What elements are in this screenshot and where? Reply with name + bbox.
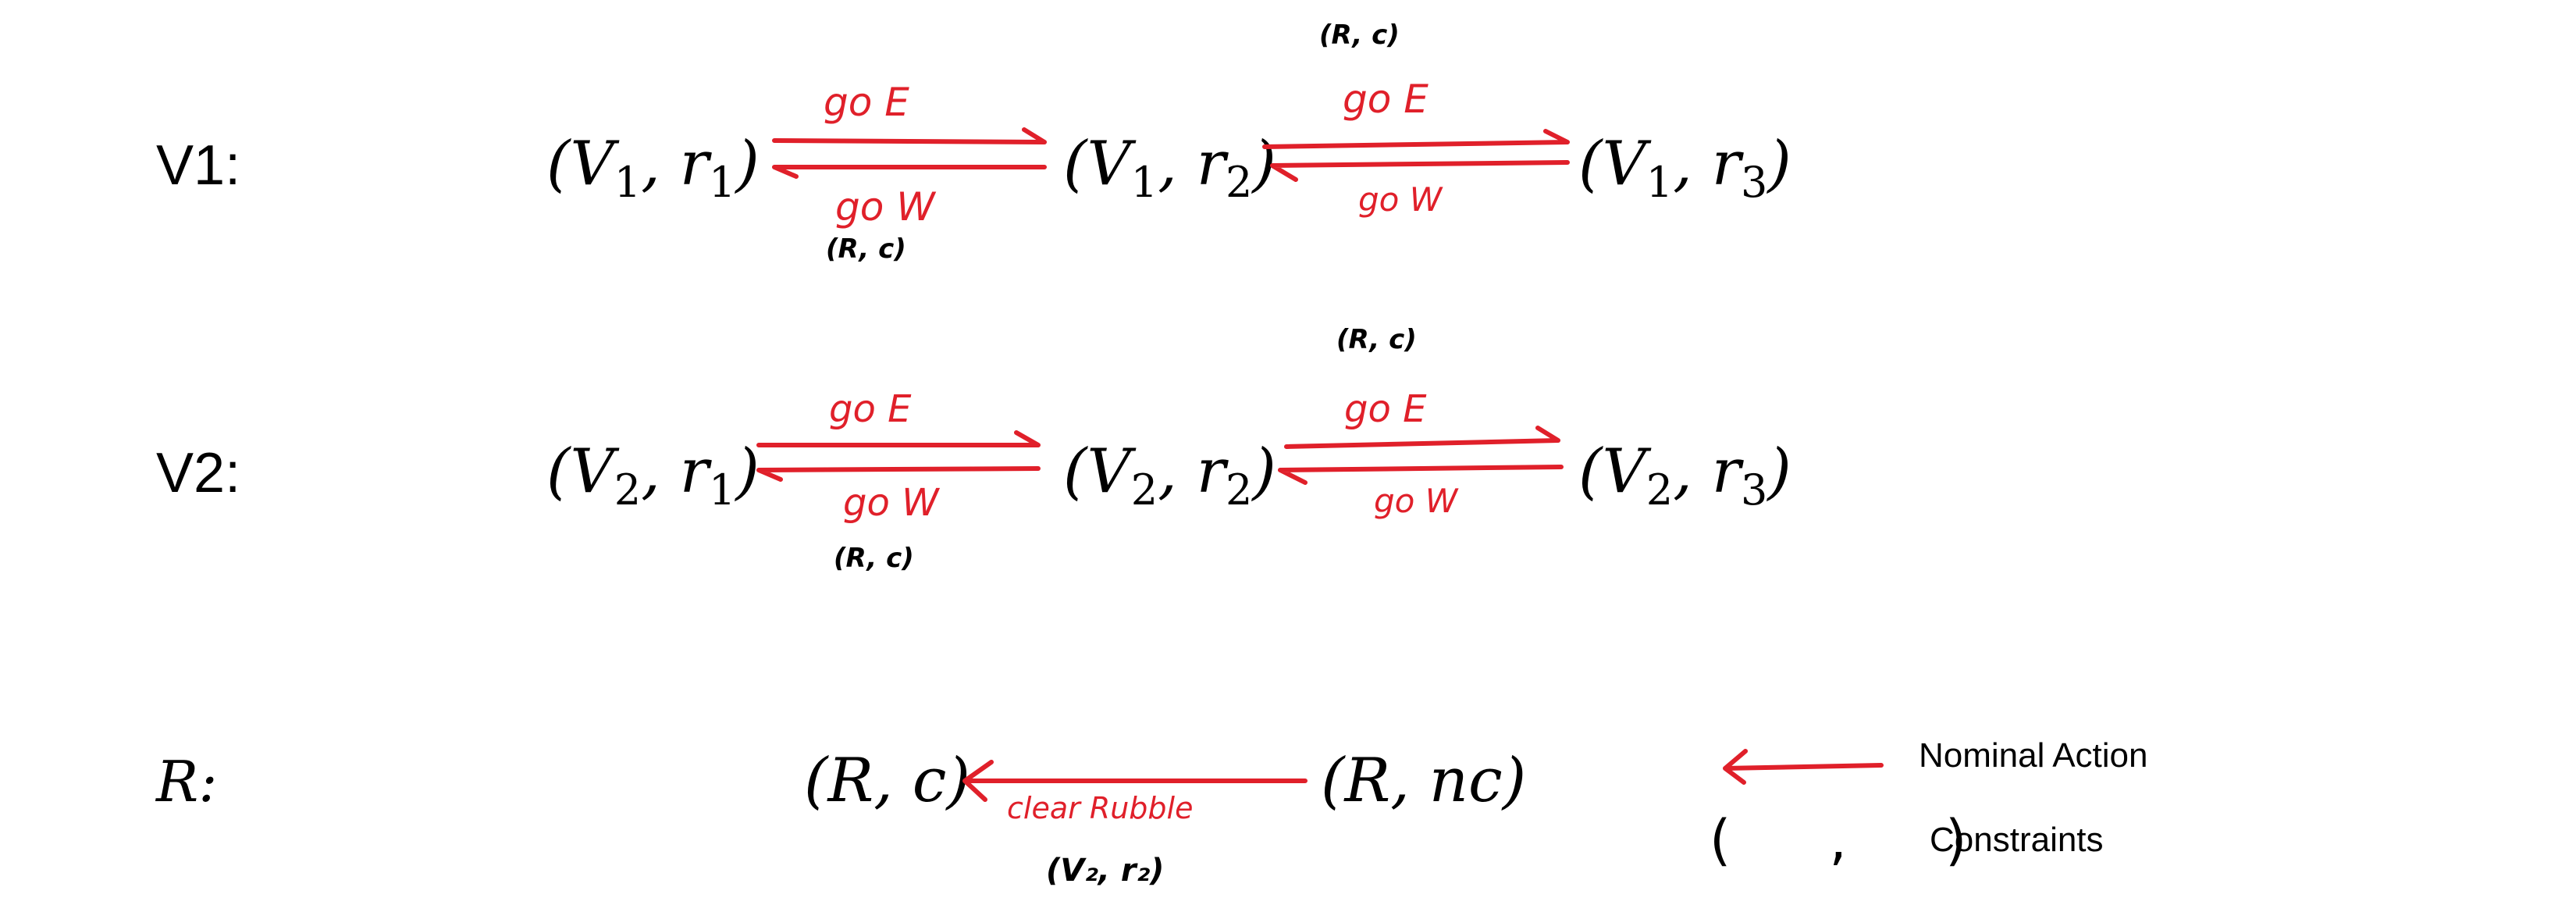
label-go-west: go W <box>835 184 936 230</box>
legend: Nominal Action ( , ) Constraints <box>1710 736 2147 872</box>
arrow-go-east <box>1262 129 1570 149</box>
legend-item-nominal-action: Nominal Action <box>1723 736 2147 785</box>
constraint-label: (R, c) <box>1319 20 1400 51</box>
legend-item-constraints: ( , ) Constraints <box>1710 808 2104 872</box>
state-v1-r3: (V1, r3) <box>1578 129 1791 207</box>
arrow-clear-rubble <box>962 760 1308 802</box>
label-go-west: go W <box>1374 482 1459 520</box>
state-v1-r2: (V1, r2) <box>1063 129 1276 207</box>
arrow-go-east <box>772 127 1047 144</box>
transition-v2-1: go E go W (R, c) <box>756 387 1041 574</box>
state-r-nc: (R, nc) <box>1321 746 1526 816</box>
row-r: R: (R, c) (R, nc) clear Rubble (V₂, r₂) <box>155 746 1526 889</box>
constraint-label: (R, c) <box>826 233 906 265</box>
label-go-east: go E <box>829 387 912 431</box>
legend-label: Constraints <box>1930 821 2104 859</box>
state-v2-r1: (V2, r1) <box>546 436 760 515</box>
state-v2-r2: (V2, r2) <box>1063 436 1276 515</box>
row-v2: V2: (V2, r1) (V2, r2) (V2, r3) go E go W… <box>156 324 1791 574</box>
state-r-c: (R, c) <box>804 746 970 816</box>
red-arrow-icon <box>1723 749 1884 785</box>
transition-v1-2: go E go W (R, c) <box>1262 20 1570 219</box>
label-go-west: go W <box>843 481 940 525</box>
arrow-go-west <box>1270 160 1570 182</box>
arrow-go-east <box>1284 426 1560 449</box>
label-go-west: go W <box>1358 180 1443 219</box>
legend-label: Nominal Action <box>1919 736 2147 775</box>
arrow-go-west <box>772 165 1047 179</box>
label-clear-rubble: clear Rubble <box>1007 791 1193 825</box>
constraint-label: (R, c) <box>834 543 914 574</box>
constraint-label: (R, c) <box>1336 324 1417 355</box>
parenthesis-icon: ( , ) <box>1710 808 2007 872</box>
label-go-east: go E <box>824 80 909 125</box>
row-label-v2: V2: <box>156 442 240 504</box>
label-go-east: go E <box>1343 77 1429 122</box>
transition-v1-1: go E go W (R, c) <box>772 80 1047 265</box>
arrow-go-west <box>756 466 1041 482</box>
label-go-east: go E <box>1344 387 1427 431</box>
transition-v2-2: go E go W (R, c) <box>1278 324 1564 520</box>
row-v1: V1: (V1, r1) (V1, r2) (V1, r3) go E go W… <box>156 20 1791 265</box>
arrow-go-east <box>756 430 1041 447</box>
transition-r-clear-rubble: clear Rubble (V₂, r₂) <box>962 760 1308 889</box>
state-v2-r3: (V2, r3) <box>1578 436 1791 515</box>
constraint-label: (V₂, r₂) <box>1046 853 1164 889</box>
row-label-v1: V1: <box>156 134 240 197</box>
arrow-go-west <box>1278 465 1564 485</box>
row-label-r: R: <box>155 749 217 814</box>
state-v1-r1: (V1, r1) <box>546 129 760 207</box>
